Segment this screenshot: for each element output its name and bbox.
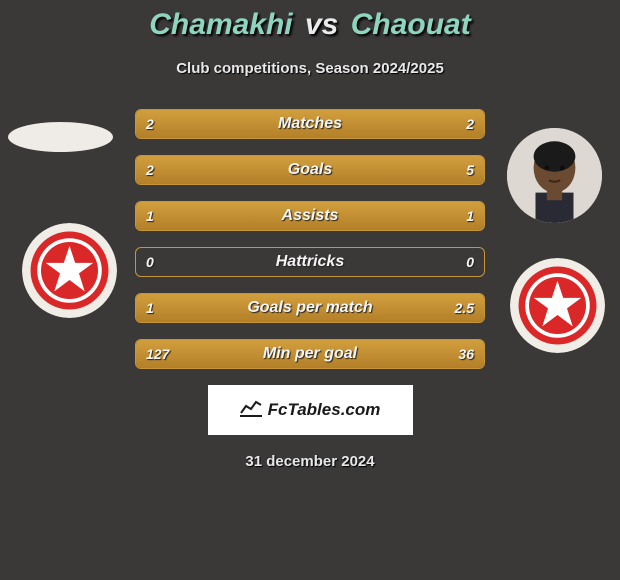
vs-separator: vs (305, 8, 338, 41)
stat-label: Min per goal (136, 340, 484, 368)
club-badge-icon (22, 223, 117, 318)
stat-label: Goals per match (136, 294, 484, 322)
player1-name: Chamakhi (149, 8, 292, 41)
subtitle: Club competitions, Season 2024/2025 (0, 60, 620, 77)
stat-label: Assists (136, 202, 484, 230)
comparison-title: Chamakhi vs Chaouat (0, 0, 620, 42)
club-badge-icon (510, 258, 605, 353)
footer-date: 31 december 2024 (0, 453, 620, 470)
stat-label: Goals (136, 156, 484, 184)
stat-row: 2 2 Matches (135, 109, 485, 139)
player2-name: Chaouat (351, 8, 471, 41)
player2-avatar (507, 128, 602, 223)
brand-badge[interactable]: FcTables.com (208, 385, 413, 435)
stat-row: 1 2.5 Goals per match (135, 293, 485, 323)
stats-container: 2 2 Matches 2 5 Goals 1 1 Assists 0 0 Ha… (135, 109, 485, 369)
player1-avatar (8, 122, 113, 152)
chart-icon (240, 399, 262, 422)
player1-club-badge (22, 223, 117, 318)
player2-club-badge (510, 258, 605, 353)
stat-row: 1 1 Assists (135, 201, 485, 231)
stat-label: Matches (136, 110, 484, 138)
stat-label: Hattricks (136, 248, 484, 276)
brand-text: FcTables.com (268, 400, 381, 420)
stat-row: 2 5 Goals (135, 155, 485, 185)
stat-row: 127 36 Min per goal (135, 339, 485, 369)
player2-face-icon (507, 128, 602, 223)
stat-row: 0 0 Hattricks (135, 247, 485, 277)
